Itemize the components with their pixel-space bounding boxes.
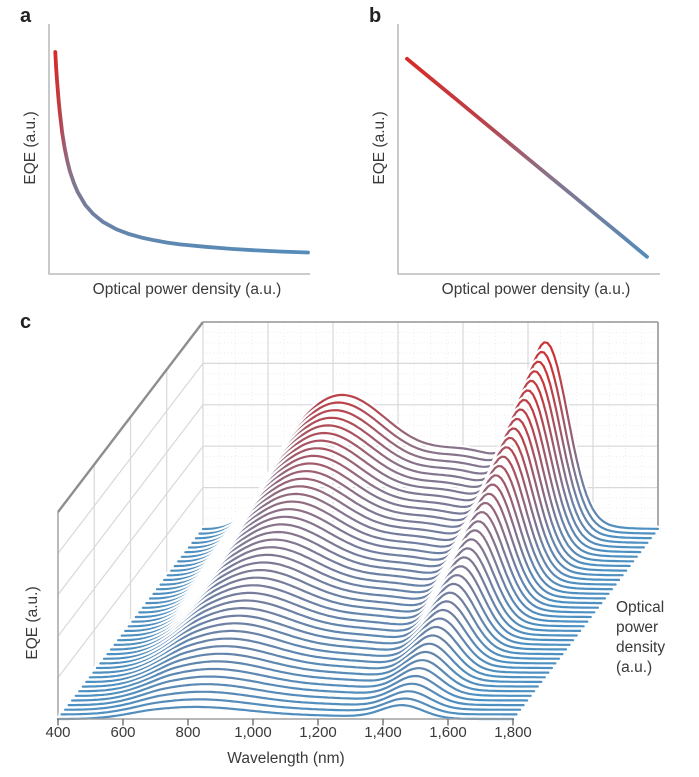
c-x-tick-400: 400 [45,724,71,741]
panel-c-zlabel-line-3: density [616,639,666,656]
panel-a-xlabel: Optical power density (a.u.) [92,281,282,298]
panel-c-ylabel: EQE (a.u.) [24,586,41,660]
c-x-tick-1600: 1,600 [429,724,467,741]
panel-c-zlabel: Optical power density (a.u.) [616,598,665,678]
panel-c-letter: c [20,311,32,333]
c-x-tick-1400: 1,400 [364,724,402,741]
panel-a-ylabel: EQE (a.u.) [22,111,39,185]
c-x-tick-600: 600 [110,724,136,741]
panel-c-zlabel-line-1: Optical [616,599,665,616]
panel-c-xlabel: Wavelength (nm) [227,750,345,767]
c-x-tick-1800: 1,800 [494,724,532,741]
panel-b-ylabel: EQE (a.u.) [371,111,388,185]
panel-a-letter: a [20,5,32,27]
c-x-tick-1000: 1,000 [234,724,272,741]
panel-b-letter: b [369,5,382,27]
panel-c-zlabel-line-4: (a.u.) [616,659,653,676]
panel-b-xlabel: Optical power density (a.u.) [441,281,631,298]
c-x-tick-1200: 1,200 [299,724,337,741]
c-x-tick-800: 800 [175,724,201,741]
panel-c-zlabel-line-2: power [616,619,659,636]
